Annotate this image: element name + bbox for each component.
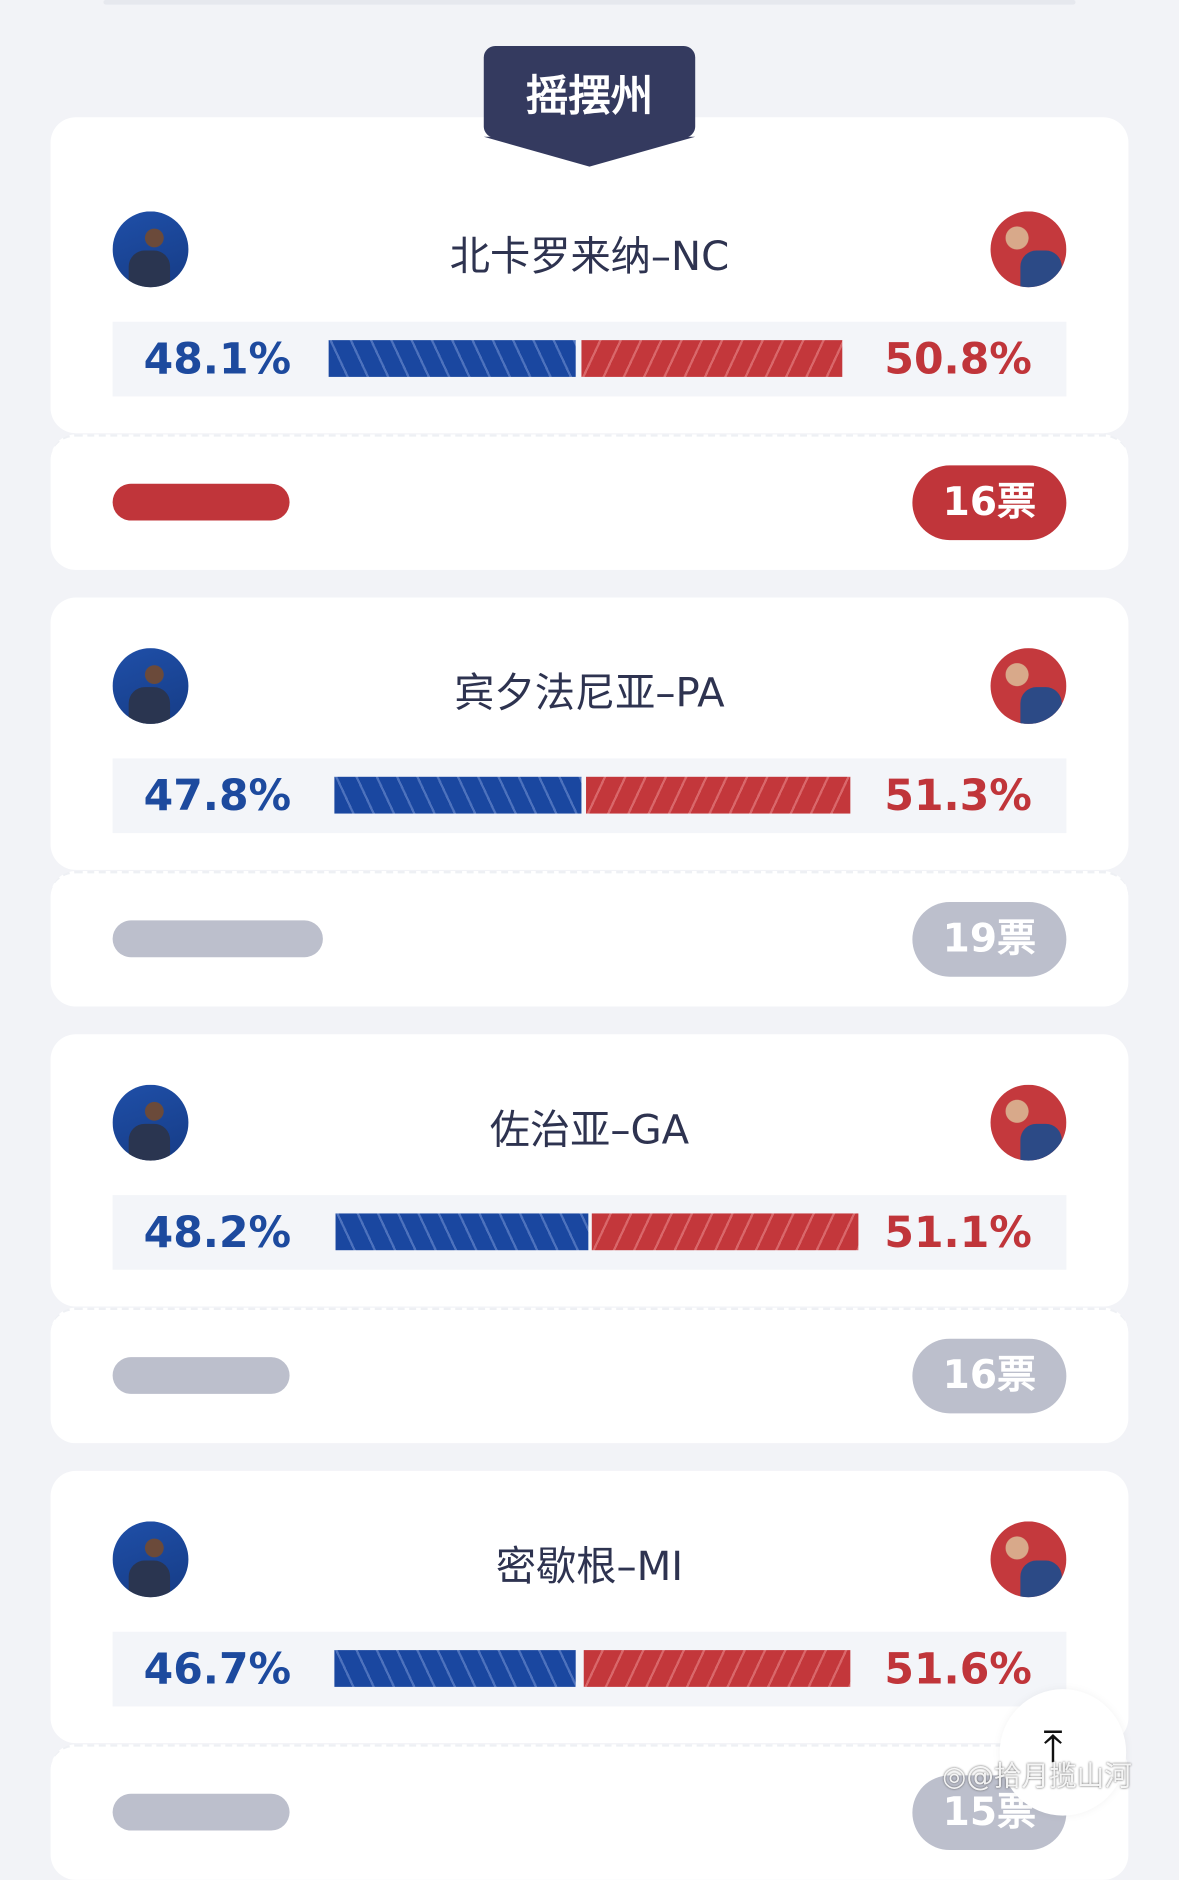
republican-candidate-avatar [990, 1521, 1067, 1598]
swing-states-page: 摇摆州 北卡罗来纳–NC 48.1% 50.8% 16票 宾夕法尼亚–PA 47… [50, 0, 1132, 1880]
republican-share-bar [591, 1213, 859, 1251]
state-name: 佐治亚–GA [489, 1107, 690, 1154]
watermark: ◎@拾月揽山河 [942, 1754, 1132, 1794]
state-card: 密歇根–MI 46.7% 51.6% [50, 1470, 1129, 1744]
democrat-candidate-avatar [112, 211, 189, 288]
electoral-votes-panel: 16票 [50, 434, 1129, 570]
weibo-icon: ◎ [942, 1760, 967, 1793]
winner-indicator-pill [112, 1357, 290, 1394]
state-card: 宾夕法尼亚–PA 47.8% 51.3% [50, 597, 1129, 870]
state-card: 北卡罗来纳–NC 48.1% 50.8% [50, 117, 1129, 434]
republican-candidate-avatar [990, 648, 1067, 724]
electoral-votes-panel: 16票 [50, 1307, 1129, 1444]
republican-percentage: 51.3% [884, 771, 1032, 821]
section-label: 摇摆州 [483, 45, 696, 167]
electoral-votes-badge: 16票 [912, 1338, 1067, 1414]
arrow-up-to-line-icon: ⤒ [1043, 1721, 1063, 1772]
electoral-votes-panel: 19票 [50, 871, 1129, 1007]
democrat-candidate-avatar [112, 1084, 189, 1161]
watermark-text: @拾月揽山河 [966, 1760, 1132, 1793]
vote-share-row: 47.8% 51.3% [112, 758, 1067, 834]
republican-percentage: 51.1% [884, 1207, 1032, 1258]
republican-candidate-avatar [990, 1084, 1067, 1161]
electoral-votes-badge: 19票 [912, 902, 1067, 977]
democrat-percentage: 46.7% [143, 1644, 292, 1694]
republican-candidate-avatar [990, 211, 1067, 288]
democrat-candidate-avatar [112, 648, 189, 724]
vote-share-row: 46.7% 51.6% [112, 1631, 1067, 1707]
republican-percentage: 50.8% [884, 334, 1032, 384]
winner-indicator-pill [112, 920, 323, 958]
republican-percentage: 51.6% [884, 1644, 1032, 1694]
democrat-percentage: 48.2% [143, 1207, 292, 1258]
democrat-share-bar [334, 776, 582, 814]
democrat-candidate-avatar [112, 1521, 189, 1598]
state-name: 北卡罗来纳–NC [449, 234, 730, 281]
state-name: 宾夕法尼亚–PA [454, 671, 725, 718]
state-card: 佐治亚–GA 48.2% 51.1% [50, 1034, 1129, 1307]
democrat-percentage: 47.8% [143, 771, 292, 821]
top-divider [103, 0, 1076, 5]
winner-indicator-pill [112, 483, 290, 521]
democrat-percentage: 48.1% [143, 334, 292, 384]
electoral-votes-badge: 16票 [912, 465, 1067, 541]
democrat-share-bar [328, 340, 576, 377]
back-to-top-button[interactable]: ⤒ [999, 1689, 1127, 1816]
winner-indicator-pill [112, 1793, 290, 1831]
democrat-share-bar [335, 1213, 589, 1251]
state-name: 密歇根–MI [495, 1544, 684, 1591]
republican-share-bar [581, 340, 843, 377]
vote-share-row: 48.1% 50.8% [112, 321, 1067, 397]
republican-share-bar [586, 776, 851, 814]
democrat-share-bar [334, 1650, 576, 1687]
republican-share-bar [583, 1650, 851, 1687]
vote-share-row: 48.2% 51.1% [112, 1195, 1067, 1270]
